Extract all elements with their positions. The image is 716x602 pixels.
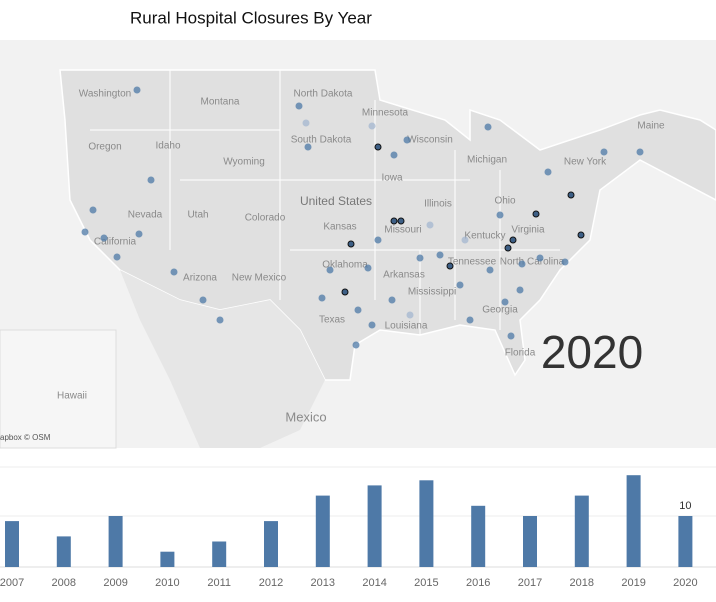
x-tick-label: 2013: [311, 577, 335, 589]
map-label: Ohio: [494, 196, 516, 207]
bar: [315, 495, 330, 567]
x-tick-label: 2020: [673, 577, 697, 589]
map-label: Arkansas: [383, 270, 425, 281]
bar: [108, 516, 123, 567]
bar: [5, 521, 19, 567]
map-label: Minnesota: [362, 108, 409, 119]
map-label: Virginia: [511, 225, 545, 236]
map-label: Montana: [201, 97, 240, 108]
map-label: South Dakota: [291, 135, 352, 146]
map-label: Tennessee: [448, 257, 497, 268]
map-label: Mississippi: [408, 287, 456, 298]
map-label: Oklahoma: [322, 260, 368, 271]
map-label: Wisconsin: [407, 135, 453, 146]
bar: [419, 480, 434, 567]
map-label: Louisiana: [385, 321, 428, 332]
bar: [678, 516, 693, 567]
x-tick-label: 2015: [414, 577, 438, 589]
map-label: North Carolina: [500, 257, 565, 268]
x-tick-label: 2017: [518, 577, 542, 589]
bar: [212, 541, 227, 567]
state-borders: [90, 70, 560, 335]
map-label: Michigan: [467, 155, 507, 166]
map-label: Kansas: [323, 222, 356, 233]
hawaii-inset: [0, 329, 117, 449]
data-label: 10: [679, 500, 691, 512]
map-label: Kentucky: [464, 231, 505, 242]
map-label: Iowa: [381, 173, 403, 184]
map-label: Hawaii: [57, 391, 87, 402]
map-label: Texas: [319, 315, 345, 326]
map-label: Missouri: [384, 225, 421, 236]
chart-title: Rural Hospital Closures By Year: [130, 8, 372, 27]
x-tick-label: 2018: [570, 577, 594, 589]
bar: [160, 551, 175, 567]
mexico-land: [120, 270, 325, 448]
map-label: Idaho: [155, 141, 180, 152]
closure-dots: [81, 86, 644, 349]
x-tick-label: 2012: [259, 577, 283, 589]
x-tick-label: 2008: [52, 577, 76, 589]
map-label: Wyoming: [223, 157, 265, 168]
x-tick-label: 2007: [0, 577, 24, 589]
x-tick-label: 2019: [621, 577, 645, 589]
map-label: Georgia: [482, 305, 518, 316]
map-label: Utah: [187, 210, 208, 221]
map-label: Florida: [505, 348, 536, 359]
x-tick-label: 2014: [362, 577, 386, 589]
map-label: North Dakota: [294, 89, 353, 100]
map-label: California: [94, 237, 137, 248]
map-label: Oregon: [88, 142, 121, 153]
map-label: Mexico: [285, 409, 326, 424]
bar: [471, 505, 486, 567]
map-label: Colorado: [245, 213, 286, 224]
map-label: Arizona: [183, 273, 217, 284]
map-attribution: apbox © OSM: [0, 433, 51, 442]
x-tick-label: 2016: [466, 577, 490, 589]
year-label: 2020: [541, 326, 643, 378]
x-tick-label: 2010: [155, 577, 179, 589]
map: Washington Montana North Dakota Oregon I…: [0, 40, 716, 449]
map-label: Maine: [637, 121, 665, 132]
map-label: Illinois: [424, 199, 452, 210]
map-label: New York: [564, 157, 607, 168]
map-label: Washington: [79, 89, 131, 100]
x-tick-label: 2011: [207, 577, 231, 589]
bar: [574, 495, 589, 567]
bar: [367, 485, 382, 567]
country-label: United States: [300, 194, 372, 208]
x-tick-label: 2009: [103, 577, 127, 589]
map-label: New Mexico: [232, 273, 287, 284]
bar: [626, 475, 641, 567]
bar: [264, 521, 278, 567]
map-label: Nevada: [128, 210, 163, 221]
bar: [56, 536, 71, 567]
bar: [523, 516, 537, 567]
